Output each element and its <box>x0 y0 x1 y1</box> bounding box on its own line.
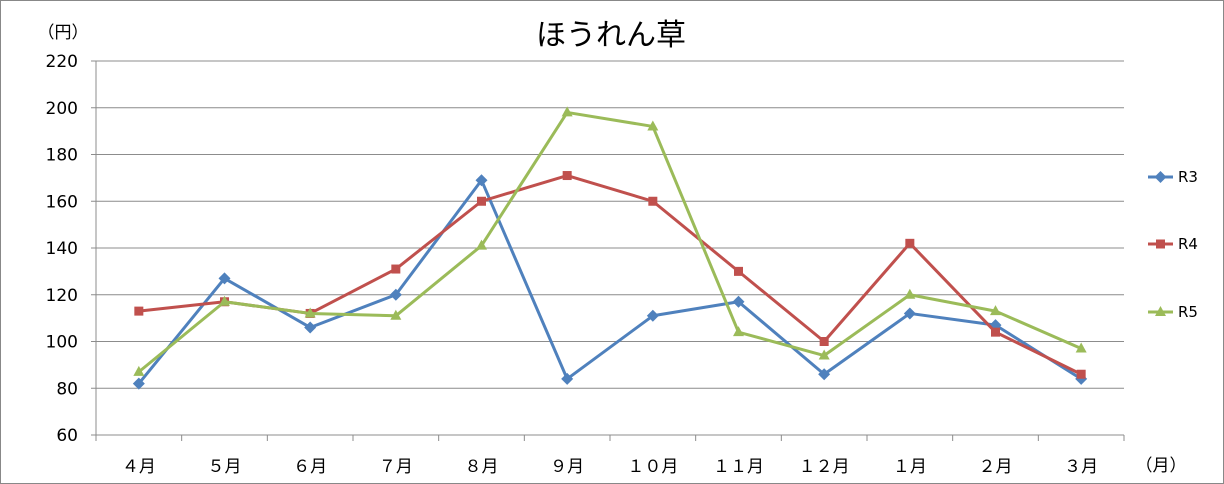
point-marker <box>389 288 402 301</box>
legend: R3 R4 R5 <box>1148 168 1198 321</box>
x-tick-label: ４月 <box>122 457 156 477</box>
point-marker <box>903 307 916 320</box>
series-line <box>138 174 1082 376</box>
point-marker <box>134 306 144 316</box>
point-marker <box>1075 342 1087 353</box>
y-tick-label: 60 <box>56 426 78 446</box>
point-marker <box>219 295 230 306</box>
x-tick-label: ９月 <box>550 457 584 477</box>
x-tick-label: １０月 <box>627 457 678 477</box>
y-tick-label: 140 <box>46 239 78 259</box>
point-marker <box>1076 369 1086 379</box>
point-marker <box>218 272 231 285</box>
point-marker <box>562 171 572 181</box>
y-tick-label: 120 <box>46 286 78 306</box>
legend-item-r5: R5 <box>1148 303 1198 321</box>
gridlines <box>91 60 1125 441</box>
point-marker <box>1156 239 1165 249</box>
y-tick-label: 200 <box>46 99 78 119</box>
point-marker <box>732 295 745 308</box>
point-marker <box>647 120 659 131</box>
y-tick-label: 100 <box>46 333 78 353</box>
legend-label: R4 <box>1178 235 1198 253</box>
series-r3 <box>132 174 1088 390</box>
y-tick-label: 80 <box>56 379 78 399</box>
x-tick-label: １月 <box>893 457 927 477</box>
x-tick-label: ５月 <box>208 457 242 477</box>
series-line <box>137 110 1082 374</box>
x-tick-label: ３月 <box>1064 457 1098 477</box>
y-tick-label: 180 <box>46 146 78 166</box>
point-marker <box>304 307 316 318</box>
point-marker <box>646 309 659 322</box>
point-marker <box>561 106 573 117</box>
y-tick-label: 220 <box>46 52 78 72</box>
legend-label: R5 <box>1178 303 1198 321</box>
series-r5 <box>133 106 1087 376</box>
x-tick-label: ８月 <box>465 457 499 477</box>
point-marker <box>990 305 1001 316</box>
point-marker <box>476 239 487 250</box>
x-tick-label: １２月 <box>799 457 850 477</box>
x-tick-label: １１月 <box>713 457 764 477</box>
y-axis-unit-label: （円） <box>38 23 89 43</box>
chart-title: ほうれん草 <box>536 18 686 53</box>
legend-item-r4: R4 <box>1148 235 1198 253</box>
x-axis-unit-label: （月） <box>1136 456 1187 476</box>
point-marker <box>648 196 658 206</box>
point-marker <box>304 321 317 334</box>
point-marker <box>734 266 743 276</box>
point-marker <box>818 368 831 381</box>
point-marker <box>561 372 574 385</box>
point-marker <box>905 238 915 248</box>
point-marker <box>991 327 1000 337</box>
point-marker <box>475 174 488 187</box>
x-axis-ticks: ４月 ５月 ６月 ７月 ８月 ９月 １０月 １１月 １２月 １月 ２月 ３月 <box>122 457 1098 477</box>
point-marker <box>819 337 829 346</box>
point-marker <box>477 196 486 206</box>
x-tick-label: ２月 <box>979 457 1013 477</box>
point-marker <box>818 349 830 360</box>
x-tick-label: ７月 <box>379 457 413 477</box>
y-axis-ticks: 60 80 100 120 140 160 180 200 220 <box>46 52 78 446</box>
point-marker <box>391 264 401 274</box>
series-line <box>137 178 1082 385</box>
point-marker <box>904 288 916 299</box>
point-marker <box>1155 306 1166 316</box>
point-marker <box>733 326 744 337</box>
y-tick-label: 160 <box>46 192 78 212</box>
point-marker <box>390 309 402 320</box>
point-marker <box>133 365 145 376</box>
series-lines <box>132 106 1088 390</box>
point-marker <box>132 377 145 390</box>
x-tick-label: ６月 <box>293 457 327 477</box>
legend-label: R3 <box>1178 168 1198 186</box>
point-marker <box>1154 171 1167 183</box>
legend-item-r3: R3 <box>1148 168 1198 186</box>
